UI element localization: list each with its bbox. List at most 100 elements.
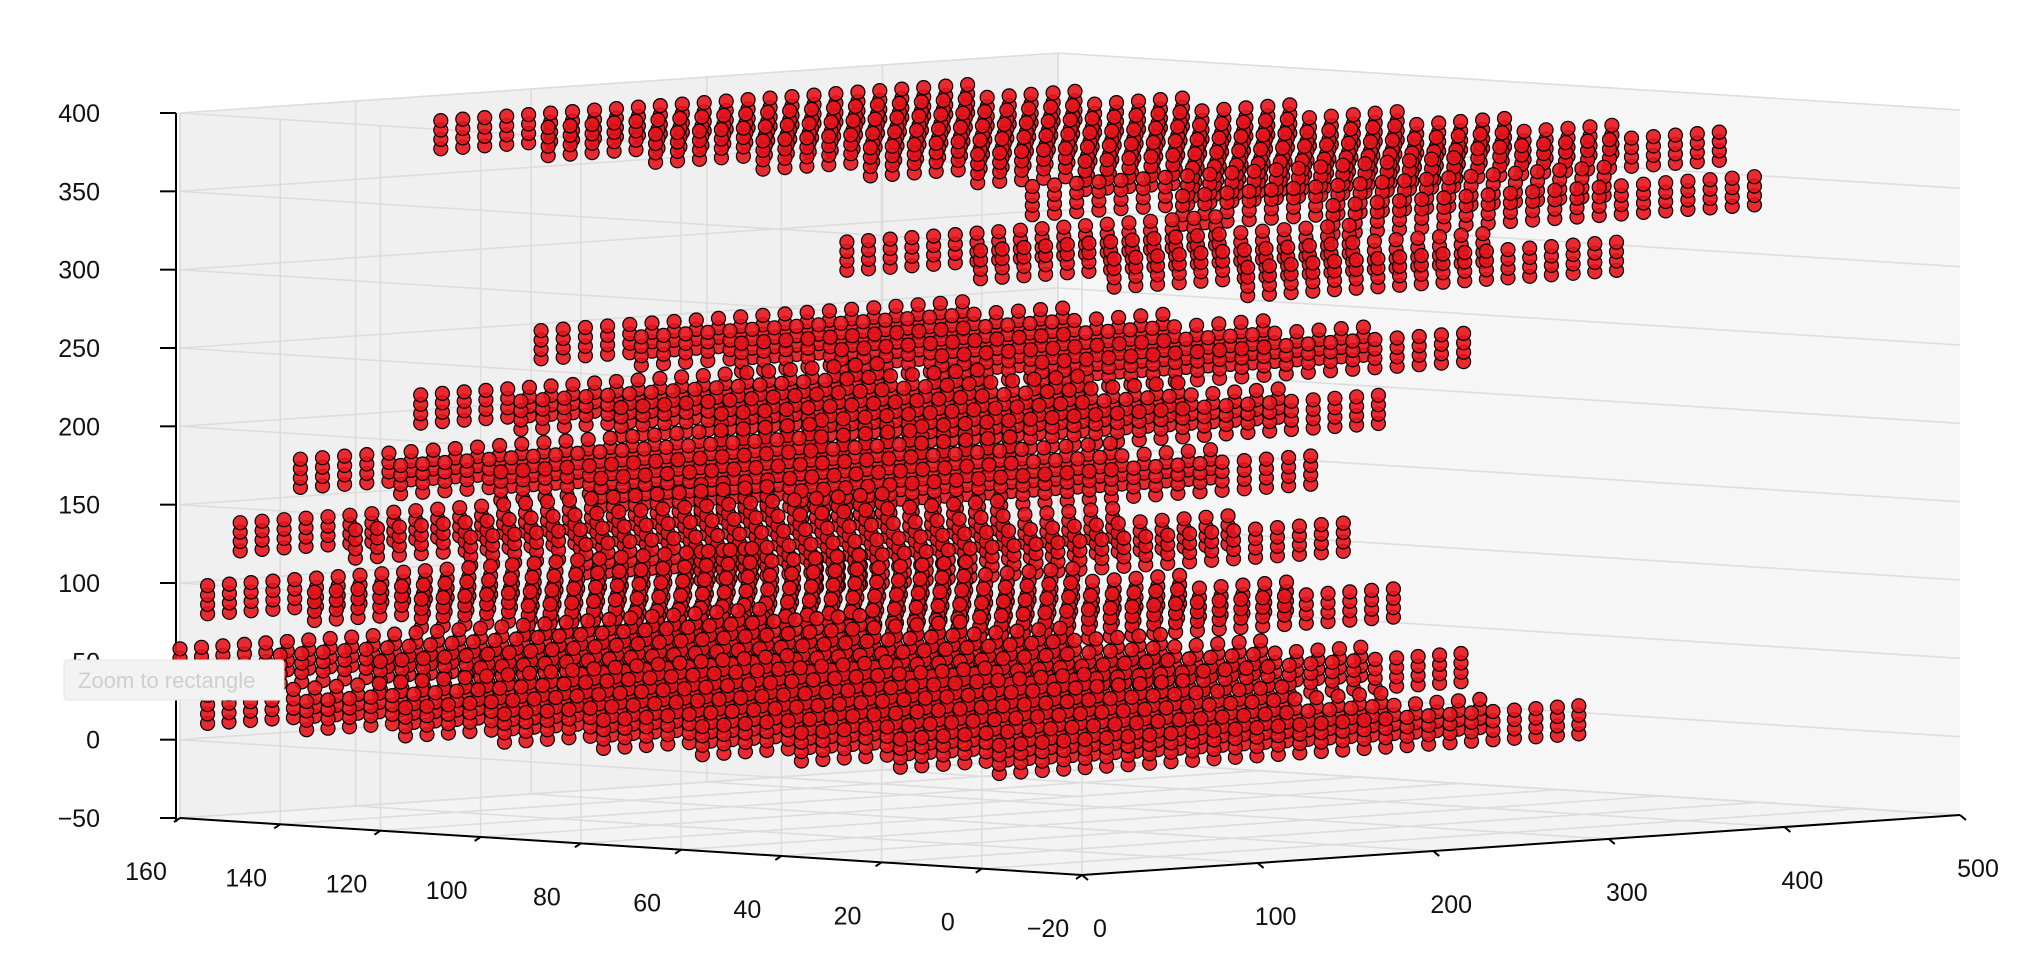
data-point (890, 111, 904, 125)
data-point (1012, 330, 1026, 344)
data-point (916, 462, 930, 476)
data-point (552, 524, 566, 538)
data-point (749, 461, 763, 475)
data-point (745, 616, 759, 630)
data-point (1041, 114, 1055, 128)
data-point (353, 568, 367, 582)
data-point (587, 594, 601, 608)
data-point (1157, 334, 1171, 348)
data-point (1016, 469, 1030, 483)
data-point (1434, 328, 1448, 342)
data-point (806, 565, 820, 579)
data-point (1302, 239, 1316, 253)
data-point (1213, 343, 1227, 357)
data-point (1614, 179, 1628, 193)
data-point (822, 129, 836, 143)
data-point (1256, 224, 1270, 238)
data-point (436, 517, 450, 531)
data-point (636, 399, 650, 413)
data-point (1203, 167, 1217, 181)
data-point (606, 490, 620, 504)
data-point (567, 582, 581, 596)
data-point (1023, 317, 1037, 331)
data-point (919, 545, 933, 559)
data-point (404, 445, 418, 459)
data-point (1592, 180, 1606, 194)
data-point (1046, 635, 1060, 649)
data-point (741, 93, 755, 107)
data-point (299, 511, 313, 525)
data-point (1038, 606, 1052, 620)
data-point (858, 410, 872, 424)
data-point (866, 603, 880, 617)
data-point (1457, 326, 1471, 340)
data-point (783, 471, 797, 485)
data-point (1147, 598, 1161, 612)
data-point (814, 430, 828, 444)
data-point (667, 315, 681, 329)
data-point (614, 550, 628, 564)
data-point (1481, 188, 1495, 202)
data-point (534, 324, 548, 338)
data-point (1064, 576, 1078, 590)
data-point (1114, 173, 1128, 187)
data-point (593, 552, 607, 566)
data-point (1153, 93, 1167, 107)
data-point (929, 136, 943, 150)
data-point (351, 582, 365, 596)
data-point (967, 403, 981, 417)
data-point (610, 579, 624, 593)
data-point (456, 112, 470, 126)
data-point (1659, 176, 1673, 190)
data-point (1110, 96, 1124, 110)
data-point (1155, 513, 1169, 527)
data-point (976, 119, 990, 133)
data-point (1127, 586, 1141, 600)
data-point (778, 307, 792, 321)
data-point (464, 530, 478, 544)
data-point (923, 406, 937, 420)
data-point (514, 394, 528, 408)
data-point (1515, 139, 1529, 153)
data-point (1278, 589, 1292, 603)
data-point (1368, 333, 1382, 347)
data-point (637, 442, 651, 456)
data-point (660, 467, 674, 481)
data-point (1263, 396, 1277, 410)
data-point (382, 446, 396, 460)
data-point (933, 585, 947, 599)
data-point (566, 378, 580, 392)
data-point (1215, 117, 1229, 131)
data-point (1081, 140, 1095, 154)
data-point (879, 340, 893, 354)
data-point (741, 570, 755, 584)
data-point (416, 578, 430, 592)
data-point (488, 634, 502, 648)
data-point (1605, 118, 1619, 132)
data-point (766, 494, 780, 508)
data-point (721, 557, 735, 571)
data-point (612, 565, 626, 579)
data-point (394, 459, 408, 473)
data-point (1059, 142, 1073, 156)
data-point (1447, 151, 1461, 165)
data-point (671, 453, 685, 467)
data-point (1199, 510, 1213, 524)
data-point (1089, 312, 1103, 326)
data-point (1133, 515, 1147, 529)
data-point (1259, 114, 1273, 128)
data-point (1414, 249, 1428, 263)
data-point (559, 615, 573, 629)
data-point (755, 526, 769, 540)
data-point (673, 111, 687, 125)
data-point (1242, 184, 1256, 198)
data-point (881, 502, 895, 516)
data-point (724, 617, 738, 631)
data-point (452, 623, 466, 637)
data-point (1177, 512, 1191, 526)
data-point (546, 509, 560, 523)
data-point (1002, 344, 1016, 358)
data-point (681, 439, 695, 453)
data-point (1300, 125, 1314, 139)
data-point (1610, 235, 1624, 249)
